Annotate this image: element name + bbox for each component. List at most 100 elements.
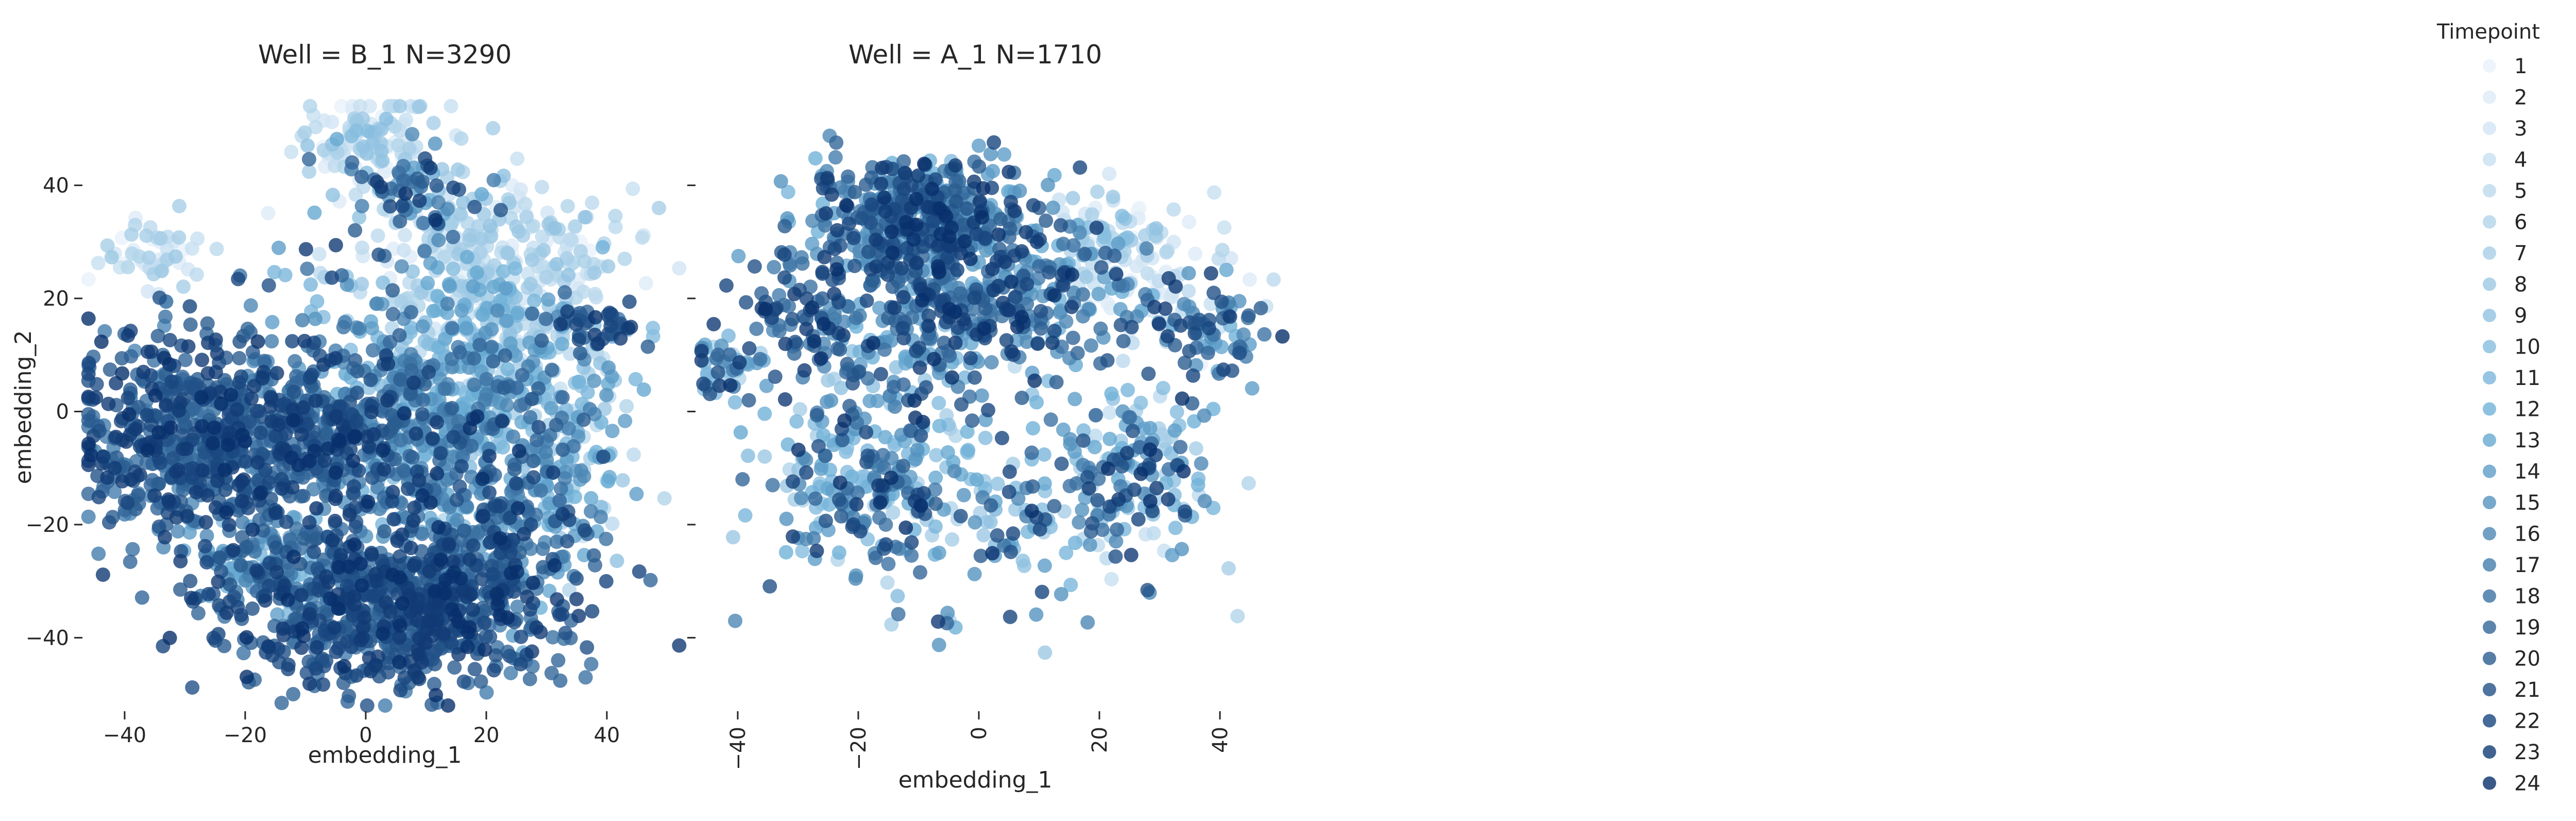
scatter-point [262,475,277,490]
scatter-point [868,550,883,565]
scatter-point [569,317,584,332]
scatter-point [286,384,301,399]
scatter-point [392,570,407,585]
scatter-point [184,591,198,606]
scatter-point [239,454,253,469]
scatter-point [781,185,795,199]
scatter-point [446,430,461,445]
scatter-point [1097,230,1112,245]
scatter-point [914,293,929,308]
scatter-point [307,544,321,559]
scatter-point [365,470,380,485]
scatter-point [281,662,296,677]
scatter-point [147,488,162,503]
scatter-point [370,228,385,243]
scatter-point [443,279,457,294]
scatter-point [353,557,368,572]
scatter-point [560,199,575,213]
scatter-point [1223,309,1238,324]
scatter-point [1062,479,1077,494]
scatter-point [123,555,138,569]
scatter-point [531,381,546,396]
scatter-point [896,331,911,346]
scatter-point [320,441,335,456]
scatter-point [710,365,725,380]
scatter-point [1102,405,1117,420]
scatter-point [295,313,310,328]
scatter-point [1158,301,1173,316]
scatter-point [1082,538,1097,552]
scatter-point [378,698,393,713]
scatter-point [269,565,284,580]
scatter-point [753,351,768,366]
scatter-point [403,305,418,320]
scatter-point [599,574,614,589]
scatter-point [1014,244,1029,259]
scatter-point [819,206,834,221]
scatter-point [749,322,764,336]
scatter-point [626,447,641,462]
scatter-point [880,575,895,590]
scatter-point [497,380,512,395]
scatter-point [605,516,620,531]
scatter-point [467,351,482,366]
scatter-point [712,378,727,393]
scatter-point [1204,296,1218,311]
scatter-point [230,402,245,417]
scatter-point [144,344,159,359]
scatter-point [276,628,291,643]
scatter-point [400,481,415,496]
scatter-point [1072,515,1087,530]
scatter-point [972,159,987,174]
scatter-point [515,367,530,382]
scatter-point [1182,214,1196,229]
scatter-point [302,607,317,622]
scatter-point [622,294,637,309]
scatter-point [555,607,570,622]
scatter-point [896,377,911,392]
scatter-point [316,357,331,372]
scatter-point [182,525,197,540]
scatter-point [1178,504,1192,519]
scatter-point [1012,183,1027,198]
scatter-point [134,590,149,605]
scatter-point [1029,234,1044,249]
scatter-point [397,406,412,421]
scatter-point [81,272,96,287]
scatter-point [392,630,407,645]
scatter-point [1204,266,1218,281]
scatter-point [971,138,986,153]
scatter-point [198,539,212,554]
scatter-point [1037,558,1052,573]
scatter-point [121,260,135,275]
scatter-point [840,357,855,372]
scatter-point [94,334,109,349]
scatter-point [869,232,883,247]
scatter-point [907,393,922,408]
scatter-point [473,245,488,260]
scatter-point [302,164,316,179]
scatter-point [830,223,845,238]
scatter-point [125,542,140,557]
scatter-point [348,520,363,534]
scatter-point [406,513,421,528]
scatter-point [510,599,525,614]
scatter-point [91,256,106,271]
scatter-point [139,455,154,470]
scatter-point [403,386,418,401]
scatter-point [302,99,317,113]
scatter-point [596,449,611,464]
scatter-point [121,328,135,343]
scatter-point [430,289,445,304]
scatter-point [261,640,276,655]
scatter-point [385,283,400,298]
scatter-point [306,482,321,497]
scatter-point [945,532,959,547]
scatter-point [990,476,1005,491]
scatter-point [463,421,478,435]
scatter-point [870,393,885,408]
scatter-points [694,128,1290,660]
scatter-point [436,626,451,641]
scatter-point [369,296,384,311]
scatter-point [836,328,851,343]
